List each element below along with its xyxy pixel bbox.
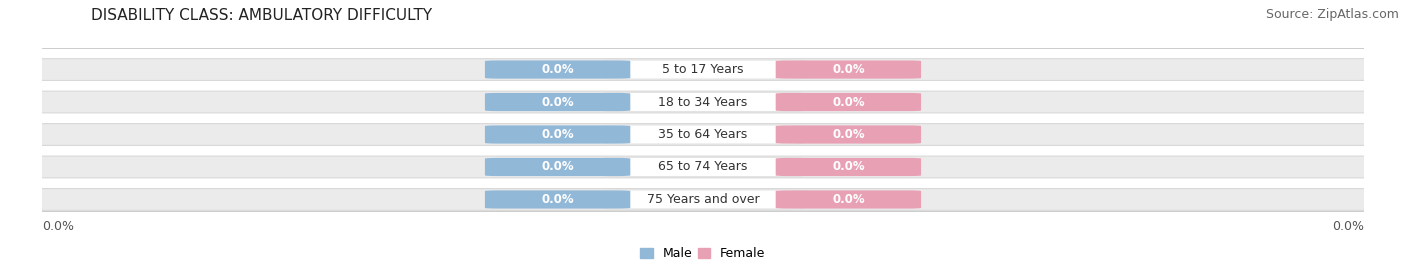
Text: 0.0%: 0.0%: [1331, 220, 1364, 233]
Text: 0.0%: 0.0%: [541, 95, 574, 108]
FancyBboxPatch shape: [605, 60, 801, 79]
FancyBboxPatch shape: [25, 156, 1381, 178]
FancyBboxPatch shape: [485, 190, 630, 208]
FancyBboxPatch shape: [25, 189, 1381, 210]
FancyBboxPatch shape: [25, 91, 1381, 113]
Text: 0.0%: 0.0%: [541, 128, 574, 141]
Text: 5 to 17 Years: 5 to 17 Years: [662, 63, 744, 76]
FancyBboxPatch shape: [605, 125, 801, 144]
FancyBboxPatch shape: [605, 158, 801, 176]
FancyBboxPatch shape: [485, 125, 630, 144]
Text: 0.0%: 0.0%: [832, 128, 865, 141]
Text: Source: ZipAtlas.com: Source: ZipAtlas.com: [1265, 8, 1399, 21]
Text: 18 to 34 Years: 18 to 34 Years: [658, 95, 748, 108]
Text: 75 Years and over: 75 Years and over: [647, 193, 759, 206]
Text: 0.0%: 0.0%: [832, 193, 865, 206]
Text: 0.0%: 0.0%: [541, 63, 574, 76]
FancyBboxPatch shape: [776, 125, 921, 144]
Text: 0.0%: 0.0%: [832, 63, 865, 76]
FancyBboxPatch shape: [485, 158, 630, 176]
FancyBboxPatch shape: [25, 59, 1381, 80]
Text: 0.0%: 0.0%: [42, 220, 75, 233]
Text: DISABILITY CLASS: AMBULATORY DIFFICULTY: DISABILITY CLASS: AMBULATORY DIFFICULTY: [91, 8, 433, 23]
Text: 0.0%: 0.0%: [541, 193, 574, 206]
FancyBboxPatch shape: [485, 93, 630, 111]
FancyBboxPatch shape: [485, 61, 630, 79]
Text: 0.0%: 0.0%: [541, 161, 574, 174]
Legend: Male, Female: Male, Female: [638, 245, 768, 263]
FancyBboxPatch shape: [776, 190, 921, 208]
FancyBboxPatch shape: [605, 190, 801, 209]
Text: 65 to 74 Years: 65 to 74 Years: [658, 161, 748, 174]
FancyBboxPatch shape: [776, 61, 921, 79]
FancyBboxPatch shape: [776, 93, 921, 111]
FancyBboxPatch shape: [605, 93, 801, 111]
FancyBboxPatch shape: [776, 158, 921, 176]
Text: 0.0%: 0.0%: [832, 161, 865, 174]
Text: 0.0%: 0.0%: [832, 95, 865, 108]
FancyBboxPatch shape: [25, 124, 1381, 145]
Text: 35 to 64 Years: 35 to 64 Years: [658, 128, 748, 141]
